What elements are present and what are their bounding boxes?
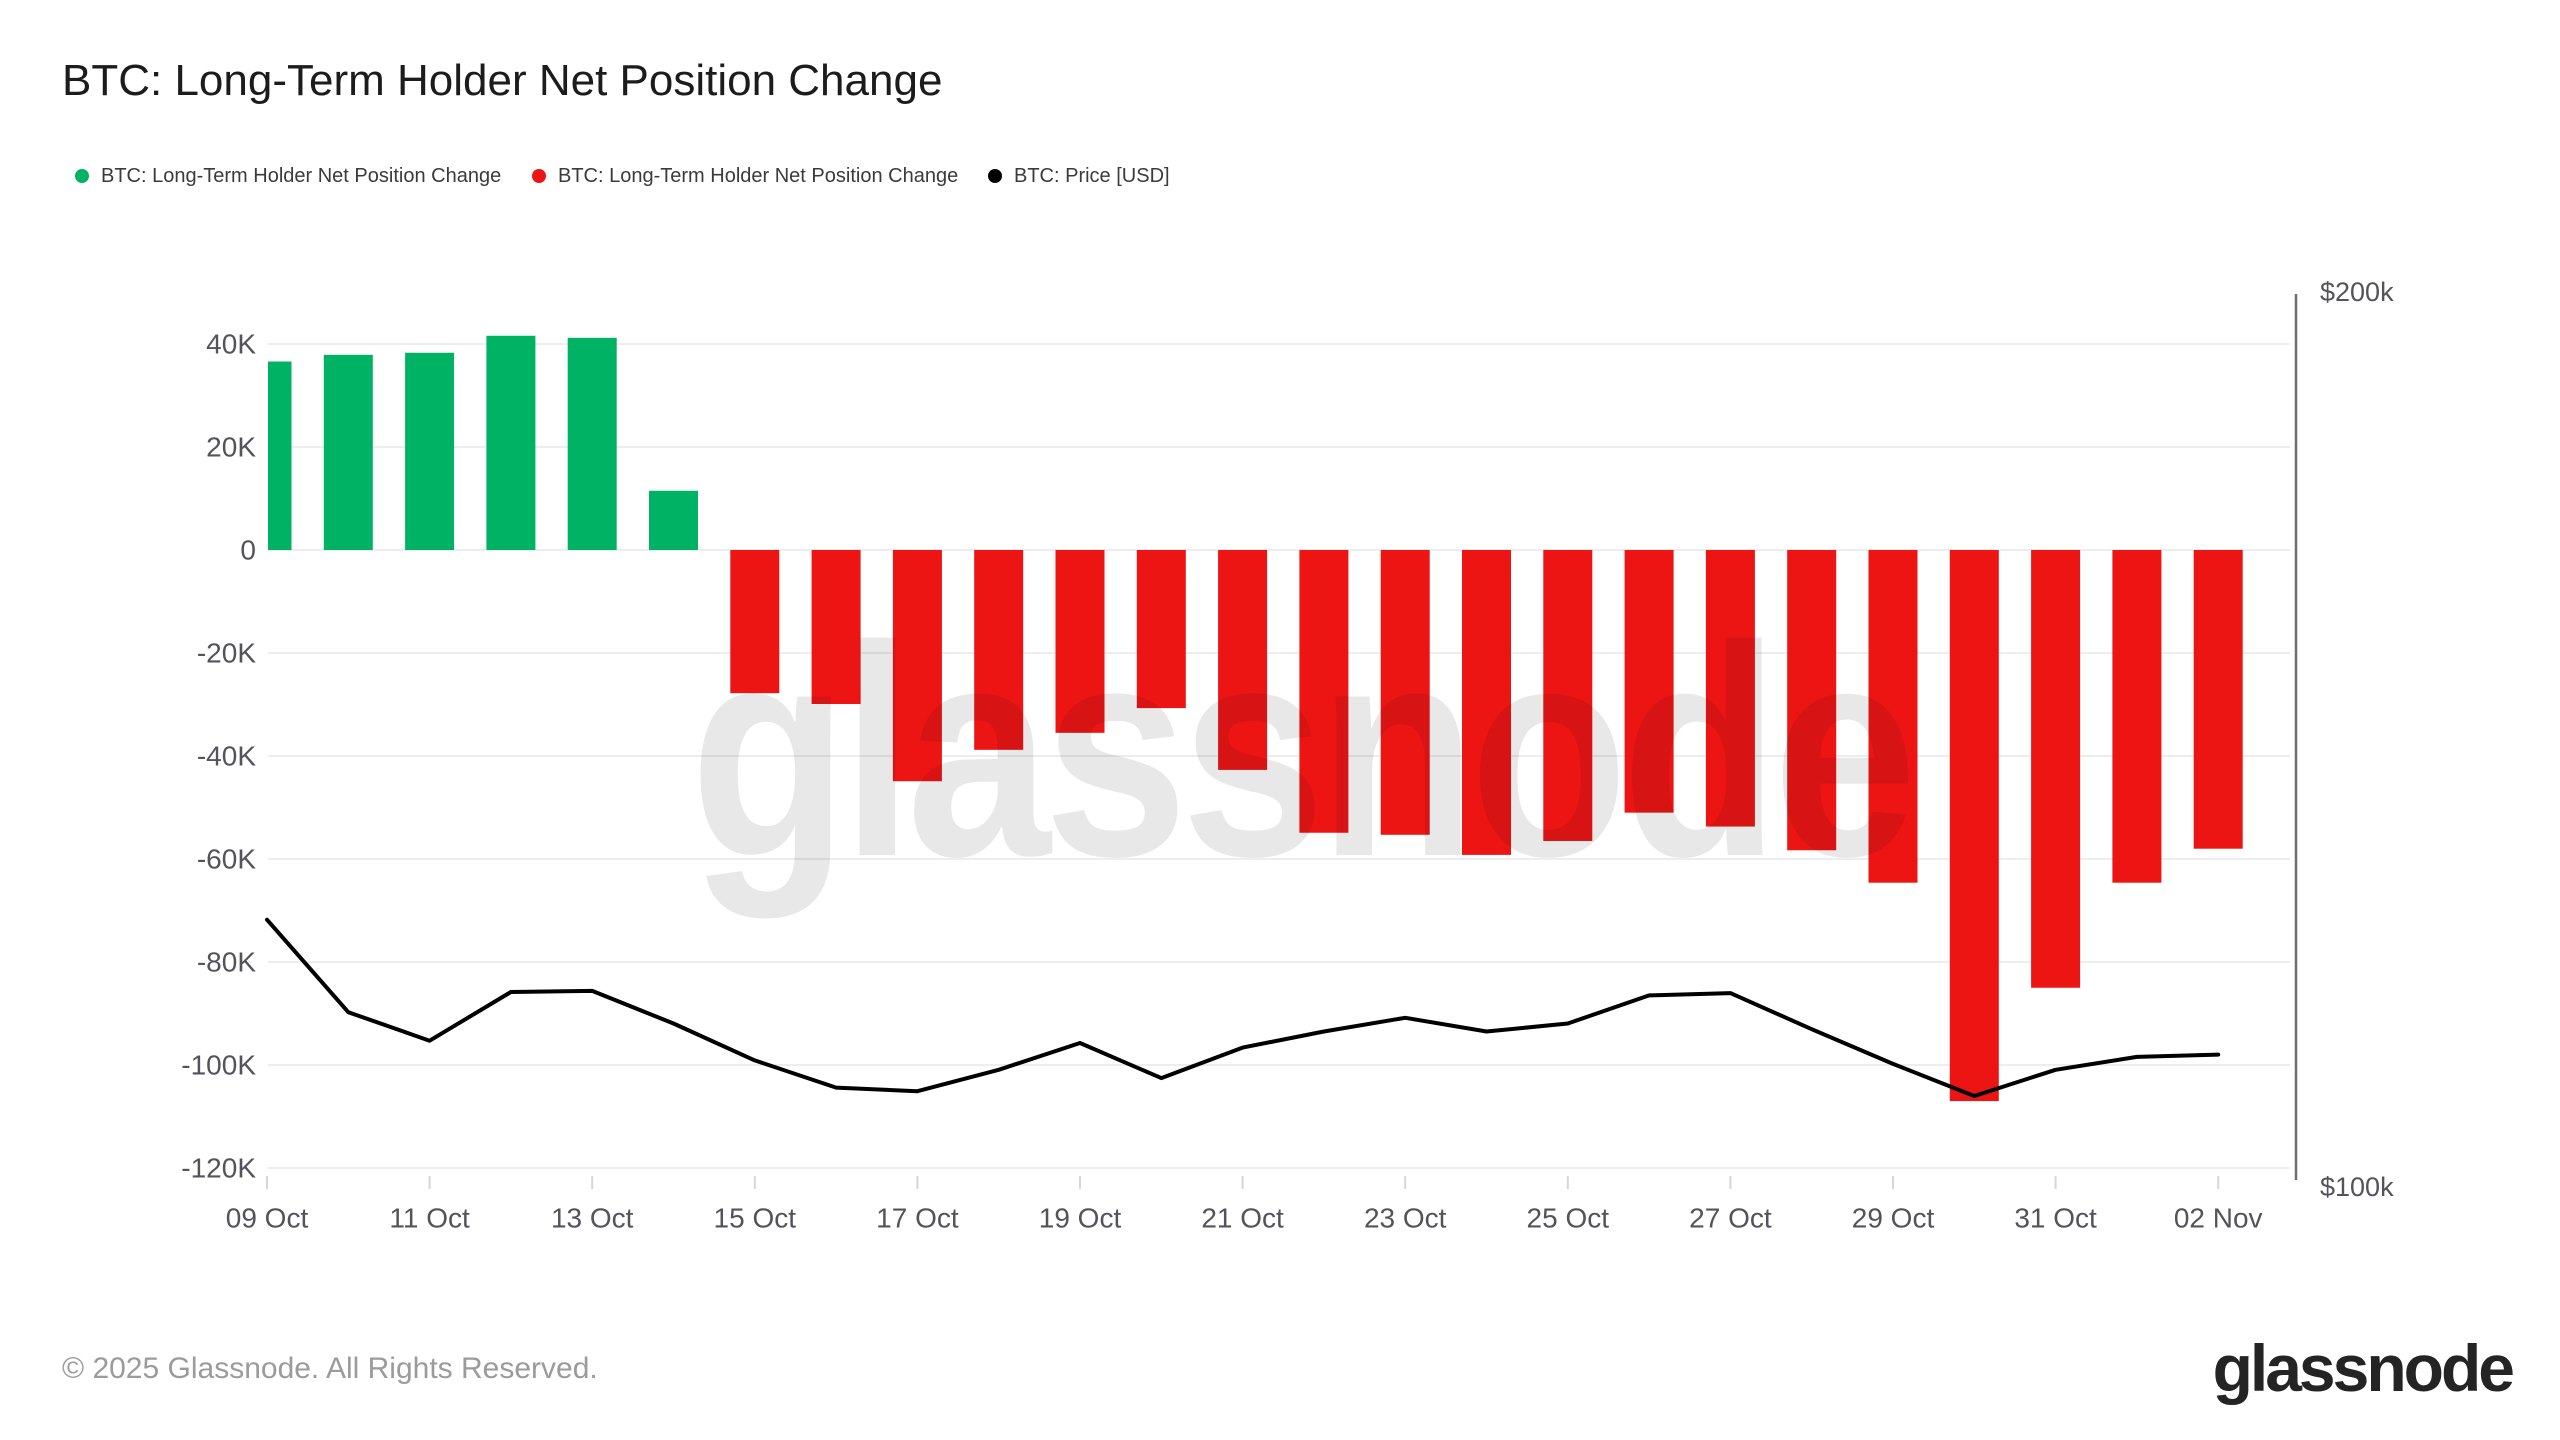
right-axis-label: $100k <box>2320 1172 2394 1202</box>
bars-group <box>243 335 2243 1102</box>
y-axis-labels: 40K 20K 0 -20K -40K -60K -80K -100K -120K <box>181 329 256 1184</box>
x-tick-label: 11 Oct <box>389 1203 470 1234</box>
copyright-text: © 2025 Glassnode. All Rights Reserved. <box>62 1352 598 1385</box>
x-tick-label: 13 Oct <box>551 1203 634 1234</box>
bar-16-oct[interactable] <box>811 550 861 704</box>
x-tick-label: 21 Oct <box>1201 1203 1284 1234</box>
y-tick-label: 20K <box>206 432 256 463</box>
legend-item-lthnpc-positive[interactable]: BTC: Long-Term Holder Net Position Chang… <box>75 162 501 190</box>
glassnode-logo: glassnode <box>2212 1331 2515 1405</box>
green-dot-icon <box>75 169 89 183</box>
right-axis-label: $200k <box>2320 277 2394 307</box>
bar-14-oct[interactable] <box>649 490 698 550</box>
bar-26-oct[interactable] <box>1624 550 1674 813</box>
btc-price-line[interactable] <box>265 917 2221 1098</box>
y-tick-label: -120K <box>181 1153 256 1184</box>
bar-21-oct[interactable] <box>1218 550 1268 770</box>
y-tick-label: -40K <box>197 741 256 772</box>
legend-label: BTC: Price [USD] <box>1014 164 1170 187</box>
y-tick-label: 40K <box>206 329 256 360</box>
bar-23-oct[interactable] <box>1380 550 1430 835</box>
x-tick-label: 27 Oct <box>1689 1203 1772 1234</box>
x-tick-label: 29 Oct <box>1852 1203 1935 1234</box>
bar-02-nov[interactable] <box>2193 550 2243 849</box>
legend-label: BTC: Long-Term Holder Net Position Chang… <box>558 164 959 187</box>
bar-28-oct[interactable] <box>1787 550 1837 851</box>
x-axis-labels: 09 Oct 11 Oct 13 Oct 15 Oct 17 Oct 19 Oct 21 O… <box>226 1176 2263 1234</box>
x-tick-label: 31 Oct <box>2014 1203 2097 1234</box>
bar-24-oct[interactable] <box>1462 550 1511 855</box>
bar-17-oct[interactable] <box>892 550 942 782</box>
bar-10-oct[interactable] <box>323 354 373 550</box>
bar-09-oct[interactable] <box>243 361 292 550</box>
x-tick-label: 09 Oct <box>226 1203 309 1234</box>
chart-legend: BTC: Long-Term Holder Net Position Chang… <box>0 162 2560 190</box>
bar-20-oct[interactable] <box>1136 550 1186 709</box>
y-tick-label: -100K <box>181 1050 256 1081</box>
page-title: BTC: Long-Term Holder Net Position Chang… <box>62 56 943 105</box>
x-tick-label: 19 Oct <box>1039 1203 1122 1234</box>
y-tick-label: -20K <box>197 638 256 669</box>
legend-label: BTC: Long-Term Holder Net Position Chang… <box>101 164 502 187</box>
y-tick-label: -80K <box>197 947 256 978</box>
bar-30-oct[interactable] <box>1949 550 1999 1102</box>
bar-11-oct[interactable] <box>405 352 455 550</box>
x-tick-label: 25 Oct <box>1527 1203 1610 1234</box>
bar-12-oct[interactable] <box>486 335 536 550</box>
right-axis: $200k $100k <box>2294 277 2394 1202</box>
bar-19-oct[interactable] <box>1055 550 1105 733</box>
x-tick-label: 15 Oct <box>714 1203 797 1234</box>
red-dot-icon <box>532 169 546 183</box>
y-tick-label: -60K <box>197 844 256 875</box>
bar-29-oct[interactable] <box>1868 550 1918 883</box>
bar-15-oct[interactable] <box>730 550 780 694</box>
bar-01-nov[interactable] <box>2112 550 2162 883</box>
x-tick-label: 23 Oct <box>1364 1203 1447 1234</box>
x-tick-label: 17 Oct <box>876 1203 959 1234</box>
legend-item-lthnpc-negative[interactable]: BTC: Long-Term Holder Net Position Chang… <box>532 162 958 190</box>
bar-25-oct[interactable] <box>1543 550 1593 841</box>
x-tick-label: 02 Nov <box>2174 1203 2263 1234</box>
bar-13-oct[interactable] <box>567 337 617 550</box>
bar-18-oct[interactable] <box>974 550 1024 750</box>
bar-27-oct[interactable] <box>1705 550 1755 827</box>
bar-22-oct[interactable] <box>1299 550 1349 833</box>
bar-31-oct[interactable] <box>2031 550 2081 988</box>
glassnode-watermark: glassnode <box>690 583 1910 921</box>
legend-item-btc-price[interactable]: BTC: Price [USD] <box>988 162 1170 190</box>
black-dot-icon <box>988 169 1002 183</box>
y-tick-label: 0 <box>240 535 256 566</box>
